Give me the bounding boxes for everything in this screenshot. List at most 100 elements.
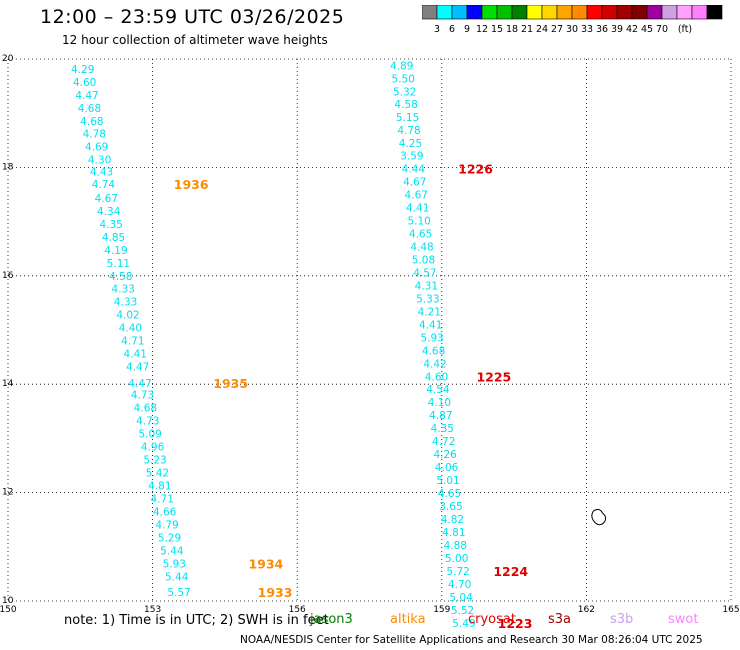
x-tick-label: 153 xyxy=(144,605,161,615)
wave-height-value: 4.58 xyxy=(109,271,132,283)
wave-height-value: 4.02 xyxy=(116,309,139,321)
wave-height-value: 5.08 xyxy=(412,255,435,267)
colorbar-tick-label: 36 xyxy=(596,24,608,35)
colorbar-tick-label: 12 xyxy=(476,24,488,35)
colorbar-tick-label: 15 xyxy=(491,24,503,35)
satellite-legend-item: altika xyxy=(390,612,426,627)
wave-height-value: 4.44 xyxy=(402,163,426,175)
wave-height-value: 4.70 xyxy=(448,579,471,591)
wave-height-value: 4.78 xyxy=(83,128,106,140)
wave-height-value: 4.68 xyxy=(134,403,157,415)
wave-height-value: 4.68 xyxy=(78,103,101,115)
wave-height-value: 4.68 xyxy=(422,346,445,358)
wave-height-value: 5.44 xyxy=(165,572,189,584)
wave-height-value: 4.78 xyxy=(397,125,420,137)
wave-height-value: 5.57 xyxy=(167,587,190,599)
island-outline xyxy=(591,508,607,526)
wave-height-value: 5.49 xyxy=(452,618,475,630)
wave-height-value: 4.57 xyxy=(413,268,436,280)
wave-height-value: 5.29 xyxy=(158,533,181,545)
wave-height-value: 4.41 xyxy=(124,348,147,360)
y-tick-label: 18 xyxy=(2,162,14,172)
wave-height-value: 4.21 xyxy=(418,307,441,319)
wave-height-value: 5.72 xyxy=(446,566,469,578)
colorbar-tick-label: 39 xyxy=(611,24,623,35)
wave-height-value: 4.60 xyxy=(425,372,448,384)
wave-height-value: 4.29 xyxy=(71,64,94,76)
wave-height-value: 4.67 xyxy=(403,176,426,188)
wave-height-value: 3.65 xyxy=(439,501,462,513)
wave-height-value: 5.50 xyxy=(392,74,415,86)
wave-height-value: 5.32 xyxy=(393,87,416,99)
wave-height-value: 4.33 xyxy=(112,283,135,295)
wave-height-value: 4.81 xyxy=(148,481,171,493)
satellite-legend-item: swot xyxy=(668,612,699,627)
chart-title: 12:00 – 23:59 UTC 03/26/2025 xyxy=(40,6,345,28)
wave-height-value: 3.59 xyxy=(400,150,423,162)
note-text: note: 1) Time is in UTC; 2) SWH is in fe… xyxy=(64,613,329,628)
pass-time-label: 1936 xyxy=(174,177,209,192)
colorbar-tick-label: 18 xyxy=(506,24,518,35)
wave-height-value: 5.33 xyxy=(416,294,439,306)
wave-height-value: 4.71 xyxy=(151,494,174,506)
wave-height-value: 4.69 xyxy=(85,141,108,153)
wave-height-value: 4.89 xyxy=(390,61,413,73)
wave-height-value: 5.01 xyxy=(436,475,459,487)
wave-height-value: 4.34 xyxy=(97,206,121,218)
wave-height-value: 4.72 xyxy=(432,436,455,448)
wave-height-value: 5.44 xyxy=(160,546,184,558)
wave-height-value: 4.65 xyxy=(409,229,432,241)
x-tick-label: 165 xyxy=(722,605,739,615)
wave-height-value: 5.23 xyxy=(143,455,166,467)
wave-height-value: 4.40 xyxy=(119,322,142,334)
y-tick-label: 10 xyxy=(2,596,14,606)
wave-height-value: 5.09 xyxy=(138,429,161,441)
wave-height-value: 4.58 xyxy=(394,99,417,111)
footer-credit: NOAA/NESDIS Center for Satellite Applica… xyxy=(240,634,703,646)
pass-time-label: 1223 xyxy=(498,616,533,631)
pass-time-label: 1226 xyxy=(458,161,493,176)
y-tick-label: 20 xyxy=(2,54,14,64)
wave-height-value: 4.79 xyxy=(155,520,178,532)
colorbar-tick-label: 21 xyxy=(521,24,533,35)
colorbar-unit: (ft) xyxy=(678,24,692,35)
wave-height-value: 4.06 xyxy=(435,462,459,474)
colorbar-tick-label: 42 xyxy=(626,24,638,35)
wave-height-value: 4.25 xyxy=(399,138,422,150)
wave-height-value: 5.00 xyxy=(445,553,468,565)
wave-height-value: 4.42 xyxy=(423,359,446,371)
wave-height-value: 4.81 xyxy=(442,527,465,539)
chart-subtitle: 12 hour collection of altimeter wave hei… xyxy=(62,33,328,47)
satellite-legend-item: s3b xyxy=(610,612,634,627)
wave-height-value: 5.04 xyxy=(449,592,473,604)
wave-height-value: 4.85 xyxy=(102,232,125,244)
wave-height-value: 4.30 xyxy=(88,154,111,166)
wave-height-value: 4.60 xyxy=(73,77,96,89)
colorbar-tick-label: 45 xyxy=(641,24,653,35)
wave-height-value: 4.65 xyxy=(438,488,461,500)
wave-height-value: 4.35 xyxy=(431,423,454,435)
wave-height-value: 4.87 xyxy=(429,410,452,422)
wave-height-value: 4.67 xyxy=(95,193,118,205)
wave-height-value: 4.33 xyxy=(114,296,137,308)
wave-height-value: 5.11 xyxy=(107,258,130,270)
wave-height-value: 4.41 xyxy=(406,203,429,215)
wave-height-value: 4.47 xyxy=(126,361,149,373)
satellite-legend-item: jason3 xyxy=(310,612,353,627)
wave-height-value: 4.35 xyxy=(99,219,122,231)
wave-height-value: 4.48 xyxy=(410,242,433,254)
x-tick-label: 159 xyxy=(433,605,450,615)
y-tick-label: 16 xyxy=(2,271,14,281)
wave-height-value: 4.41 xyxy=(419,320,442,332)
wave-height-value: 4.82 xyxy=(441,514,464,526)
wave-height-value: 4.68 xyxy=(80,116,103,128)
colorbar-tick-label: 24 xyxy=(536,24,548,35)
wave-height-value: 4.43 xyxy=(90,167,113,179)
wave-height-value: 4.73 xyxy=(131,389,154,401)
wave-height-value: 5.93 xyxy=(420,333,443,345)
x-tick-label: 162 xyxy=(578,605,595,615)
wave-height-value: 4.19 xyxy=(104,245,127,257)
colorbar-tick-label: 3 xyxy=(434,24,440,35)
satellite-legend: jason3 altika cryosat s3a s3b swot xyxy=(0,612,740,630)
wave-height-value: 5.93 xyxy=(163,559,186,571)
